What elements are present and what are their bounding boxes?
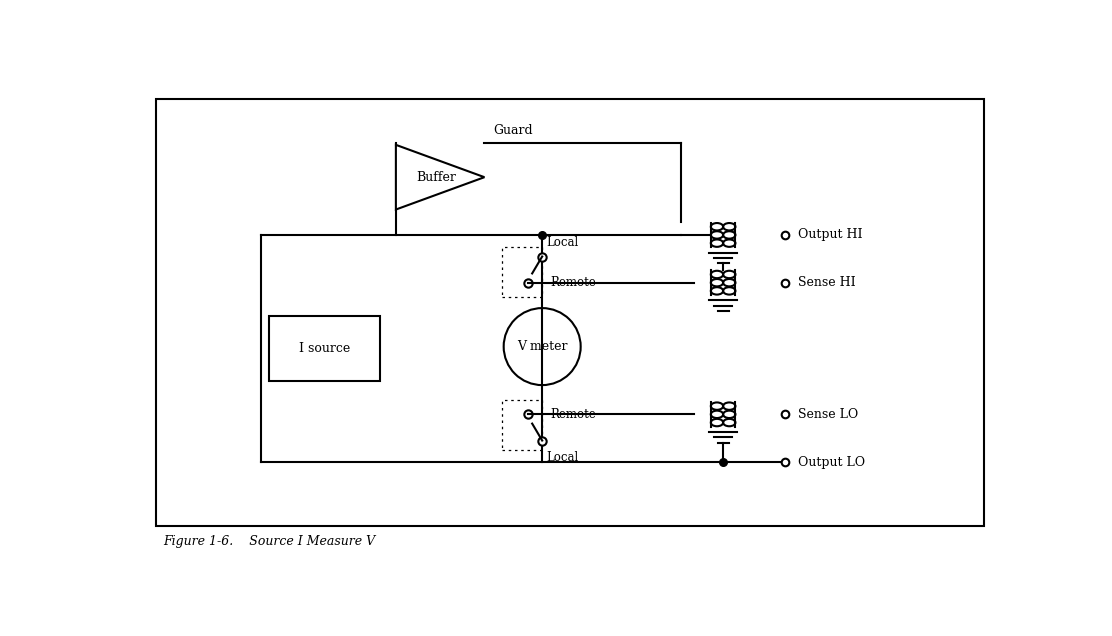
Text: I source: I source	[299, 342, 350, 355]
Text: Remote: Remote	[549, 408, 596, 421]
Text: Figure 1-6.    Source I Measure V: Figure 1-6. Source I Measure V	[163, 535, 376, 548]
Text: Sense HI: Sense HI	[797, 276, 855, 289]
Text: Remote: Remote	[549, 276, 596, 289]
Text: Guard: Guard	[494, 124, 534, 137]
Bar	[503, 401, 543, 450]
Text: V meter: V meter	[517, 340, 567, 353]
Text: Output HI: Output HI	[797, 228, 862, 242]
Text: Sense LO: Sense LO	[797, 408, 858, 421]
Text: Buffer: Buffer	[416, 170, 456, 184]
Bar	[503, 247, 543, 296]
Bar	[156, 99, 984, 526]
Text: Local: Local	[547, 452, 579, 464]
Text: Local: Local	[547, 236, 579, 249]
Text: Output LO: Output LO	[797, 455, 865, 469]
Bar	[269, 316, 380, 381]
